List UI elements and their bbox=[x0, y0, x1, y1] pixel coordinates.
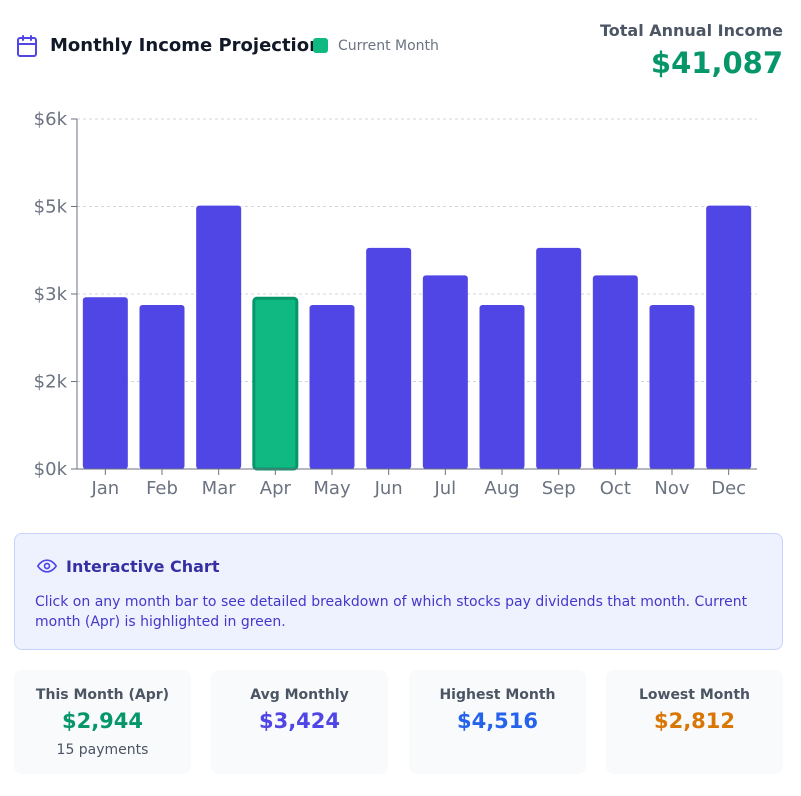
bar-feb[interactable] bbox=[139, 304, 185, 469]
y-tick-label: $0k bbox=[34, 459, 68, 480]
stat-card-highest-month: Highest Month $4,516 bbox=[409, 670, 586, 774]
total-annual-income-value: $41,087 bbox=[650, 46, 783, 80]
y-tick-label: $6k bbox=[34, 109, 68, 130]
calendar-icon bbox=[17, 35, 37, 57]
monthly-income-bar-chart: $0k $2k $3k $5k $6k Jan Feb Mar Apr May Jun Jul Aug… bbox=[34, 109, 757, 499]
stat-value: $4,516 bbox=[456, 709, 539, 733]
x-tick-label: Jul bbox=[433, 478, 456, 499]
chart-grid bbox=[77, 118, 757, 382]
x-tick-label: Apr bbox=[260, 478, 292, 499]
y-tick-label: $5k bbox=[34, 197, 68, 218]
x-tick-label: Jan bbox=[90, 478, 119, 499]
chart-header: Monthly Income Projection Current Month … bbox=[0, 0, 801, 100]
bar-jun[interactable] bbox=[366, 247, 412, 469]
bar-sep[interactable] bbox=[536, 247, 582, 469]
eye-icon bbox=[37, 559, 57, 573]
stat-card-avg-monthly: Avg Monthly $3,424 bbox=[211, 670, 388, 774]
bar-nov[interactable] bbox=[649, 304, 695, 469]
info-text: Click on any month bar to see detailed b… bbox=[35, 594, 748, 630]
interactive-chart-info: Interactive Chart Click on any month bar… bbox=[14, 533, 783, 650]
legend-label-current-month: Current Month bbox=[338, 38, 439, 54]
x-tick-label: Jun bbox=[374, 478, 403, 499]
x-tick-label: Nov bbox=[654, 478, 689, 499]
stat-card-lowest-month: Lowest Month $2,812 bbox=[606, 670, 783, 774]
stat-label: This Month (Apr) bbox=[35, 687, 170, 703]
chart-title: Monthly Income Projection bbox=[50, 35, 322, 56]
chart-bars bbox=[82, 205, 752, 471]
legend-swatch-current-month bbox=[313, 38, 328, 53]
y-axis: $0k $2k $3k $5k $6k bbox=[34, 109, 78, 480]
bar-jul[interactable] bbox=[422, 275, 468, 469]
bar-mar[interactable] bbox=[196, 205, 242, 470]
stat-value: $3,424 bbox=[258, 709, 341, 733]
x-tick-label: Oct bbox=[600, 478, 631, 499]
stat-label: Lowest Month bbox=[638, 687, 751, 703]
bar-dec[interactable] bbox=[706, 205, 752, 470]
stat-label: Highest Month bbox=[439, 687, 556, 703]
bar-may[interactable] bbox=[309, 304, 355, 469]
info-title: Interactive Chart bbox=[66, 557, 220, 576]
x-tick-label: Feb bbox=[146, 478, 178, 499]
bar-jan[interactable] bbox=[82, 297, 128, 469]
x-tick-label: Mar bbox=[202, 478, 237, 499]
stat-sub: 15 payments bbox=[56, 742, 149, 758]
stat-value: $2,944 bbox=[61, 709, 144, 733]
stat-card-this-month: This Month (Apr) $2,944 15 payments bbox=[14, 670, 191, 774]
bar-oct[interactable] bbox=[592, 275, 638, 469]
y-tick-label: $2k bbox=[34, 372, 68, 393]
bar-aug[interactable] bbox=[479, 304, 525, 469]
x-tick-label: Sep bbox=[542, 478, 576, 499]
x-axis: Jan Feb Mar Apr May Jun Jul Aug Sep Oct Nov Dec bbox=[77, 468, 757, 499]
total-annual-income-label: Total Annual Income bbox=[599, 21, 783, 40]
stat-label: Avg Monthly bbox=[250, 687, 349, 703]
y-tick-label: $3k bbox=[34, 284, 68, 305]
stat-value: $2,812 bbox=[653, 709, 736, 733]
x-tick-label: Dec bbox=[711, 478, 746, 499]
bar-apr[interactable] bbox=[252, 296, 299, 471]
x-tick-label: May bbox=[313, 478, 351, 499]
x-tick-label: Aug bbox=[484, 478, 519, 499]
